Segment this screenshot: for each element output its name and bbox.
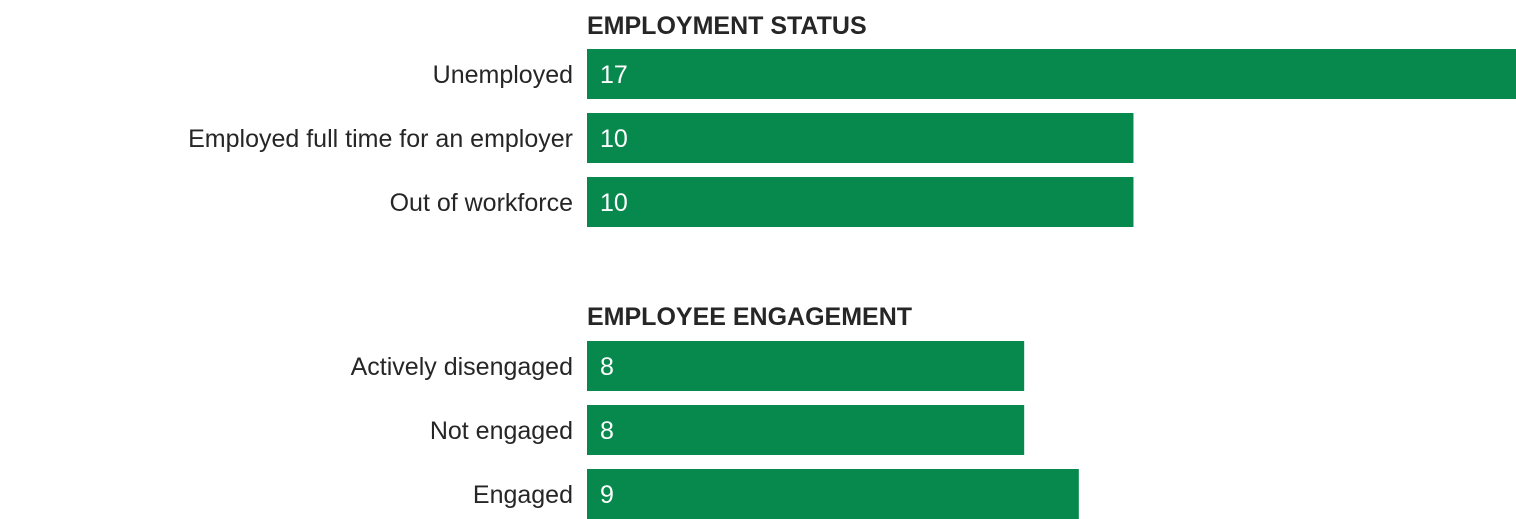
employment-status-value-label: 10 (600, 189, 628, 217)
employment-status-bar-0 (587, 49, 1516, 99)
employment-status-category-label: Employed full time for an employer (188, 125, 573, 153)
employment-status-bar-1 (587, 113, 1134, 163)
employee-engagement-title: EMPLOYEE ENGAGEMENT (587, 303, 912, 331)
employment-status-category-label: Unemployed (433, 61, 573, 89)
employee-engagement-bar-0 (587, 341, 1025, 391)
employee-engagement-panel: EMPLOYEE ENGAGEMENT Actively disengaged 8… (351, 303, 1079, 519)
employee-engagement-category-label: Actively disengaged (351, 353, 573, 381)
employment-status-value-label: 17 (600, 61, 628, 89)
employment-status-title: EMPLOYMENT STATUS (587, 12, 867, 40)
employee-engagement-category-label: Engaged (473, 481, 573, 509)
employee-engagement-value-label: 8 (600, 417, 614, 445)
employee-engagement-value-label: 9 (600, 481, 614, 509)
employment-status-panel: EMPLOYMENT STATUS Unemployed 17 Employed f… (188, 12, 1516, 227)
employment-status-value-label: 10 (600, 125, 628, 153)
employee-engagement-value-label: 8 (600, 353, 614, 381)
employment-status-bar-2 (587, 177, 1134, 227)
employee-engagement-category-label: Not engaged (430, 417, 573, 445)
employment-status-category-label: Out of workforce (390, 189, 573, 217)
employee-engagement-bar-1 (587, 405, 1025, 455)
employee-engagement-bar-2 (587, 469, 1079, 519)
